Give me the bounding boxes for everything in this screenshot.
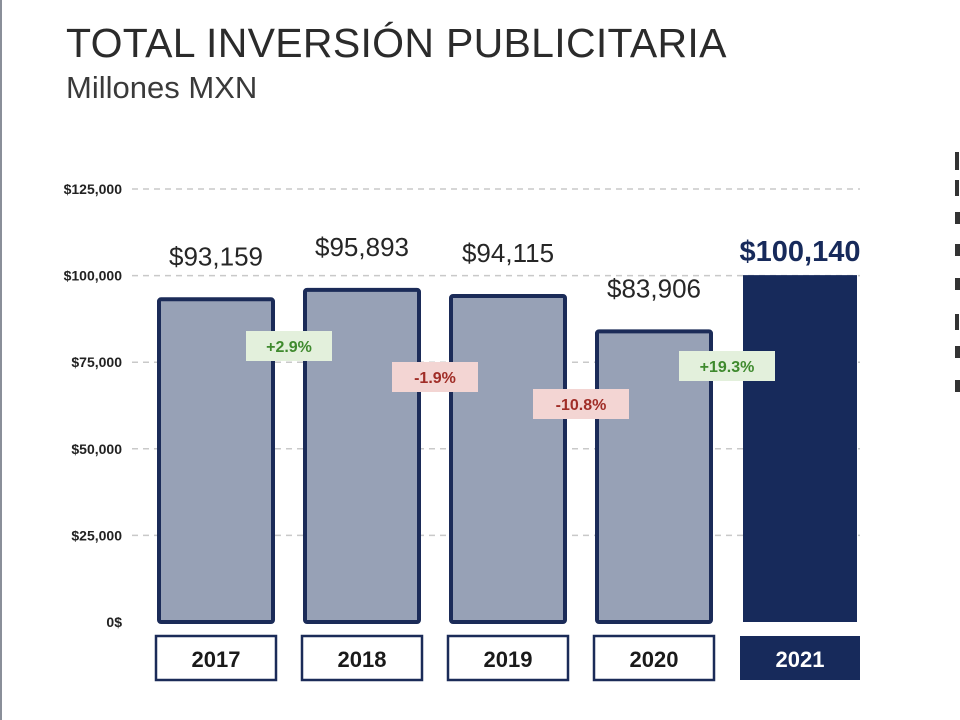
bar-value-label: $83,906 [607,273,701,303]
bar [157,297,275,624]
bar-value-label: $100,140 [740,236,861,268]
bar-value-label: $94,115 [462,238,554,268]
change-badge [679,351,775,381]
bar [449,293,567,624]
x-tick-label: 2021 [776,647,825,672]
y-tick-label: $125,000 [64,181,123,197]
change-badge [392,362,478,392]
category-box [446,634,570,682]
x-tick-label: 2019 [484,647,533,672]
x-tick-label: 2020 [630,647,679,672]
change-badge-label: +19.3% [700,359,755,376]
x-tick-label: 2018 [338,647,387,672]
category-box [154,634,278,682]
change-badge [246,331,332,361]
cropped-side-text [953,140,960,420]
change-badge [533,389,629,419]
change-badge-label: +2.9% [266,339,312,356]
chart-subtitle: Millones MXN [66,70,258,105]
category-box [740,636,860,680]
category-box [592,634,716,682]
change-badge-label: -1.9% [414,370,456,387]
bar [303,287,421,624]
change-badge-label: -10.8% [556,397,607,414]
bar [743,275,857,622]
x-tick-label: 2017 [192,647,241,672]
y-tick-label: $75,000 [71,354,122,370]
y-tick-label: $100,000 [64,268,123,284]
y-tick-label: 0$ [106,614,122,630]
category-box [300,634,424,682]
chart-title: TOTAL INVERSIÓN PUBLICITARIA [66,20,727,66]
bar-value-label: $95,893 [315,232,409,262]
y-tick-label: $50,000 [71,441,122,457]
bar-value-label: $93,159 [169,241,263,271]
y-tick-label: $25,000 [71,527,122,543]
left-frame-border [0,0,2,720]
